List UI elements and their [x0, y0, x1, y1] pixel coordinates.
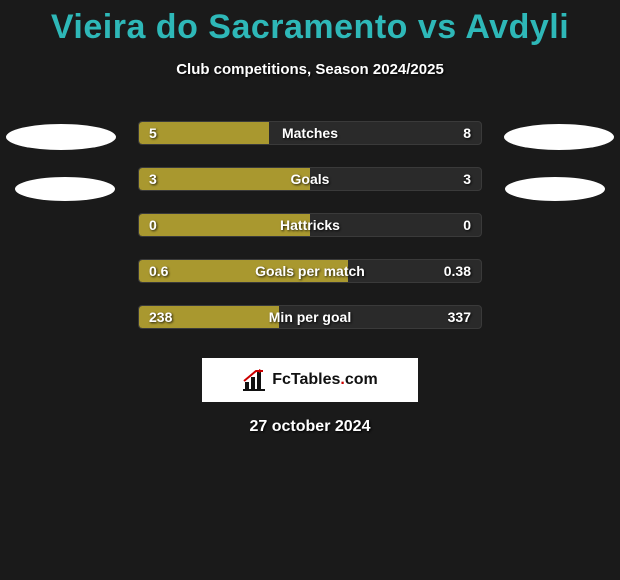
stat-bar: 0Hattricks0 — [138, 213, 482, 237]
stat-bar: 0.6Goals per match0.38 — [138, 259, 482, 283]
logo-text-right: com — [345, 371, 378, 388]
stat-row: 5Matches8 — [0, 110, 620, 156]
stat-row: 0.6Goals per match0.38 — [0, 248, 620, 294]
stat-row: 3Goals3 — [0, 156, 620, 202]
page-title: Vieira do Sacramento vs Avdyli — [0, 0, 620, 47]
stat-row: 0Hattricks0 — [0, 202, 620, 248]
stat-bar-fill — [139, 214, 310, 236]
subtitle: Club competitions, Season 2024/2025 — [0, 61, 620, 78]
stat-bar: 3Goals3 — [138, 167, 482, 191]
date-text: 27 october 2024 — [0, 418, 620, 436]
stat-bar-fill — [139, 260, 348, 282]
stat-bar: 238Min per goal337 — [138, 305, 482, 329]
stat-value-right: 337 — [448, 306, 471, 328]
stat-bar-fill — [139, 122, 269, 144]
stat-value-right: 8 — [463, 122, 471, 144]
stat-value-right: 0.38 — [444, 260, 471, 282]
stat-bar: 5Matches8 — [138, 121, 482, 145]
bar-chart-icon — [242, 369, 266, 391]
fctables-logo: FcTables.com — [202, 358, 418, 402]
comparison-chart: 5Matches8 3Goals3 0Hattricks0 0.6Goals per … — [0, 110, 620, 340]
stat-bar-fill — [139, 306, 279, 328]
stat-bar-fill — [139, 168, 310, 190]
stat-row: 238Min per goal337 — [0, 294, 620, 340]
logo-text-left: FcTables — [272, 371, 340, 388]
stat-value-right: 3 — [463, 168, 471, 190]
stat-value-right: 0 — [463, 214, 471, 236]
logo-text: FcTables.com — [272, 371, 378, 389]
